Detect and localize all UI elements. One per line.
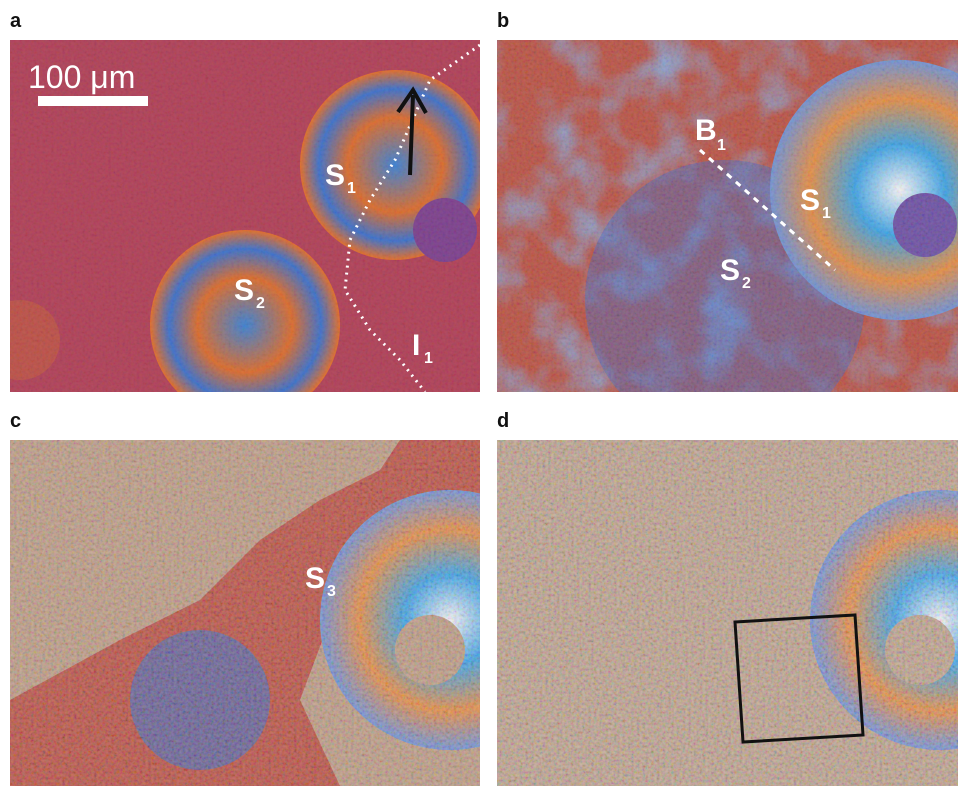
label-main: S xyxy=(305,562,325,595)
label-sub: 2 xyxy=(256,295,265,312)
label-sub: 1 xyxy=(822,205,831,222)
label-main: B xyxy=(695,114,717,147)
label-main: S xyxy=(234,274,254,307)
panel-letter: a xyxy=(10,10,22,32)
micrograph-a xyxy=(0,40,530,420)
panel-letter: c xyxy=(10,410,21,432)
figure: a b c d 100 μm S1 S2 I1 B1 S1 S2 S3 xyxy=(0,0,958,786)
micrograph-d xyxy=(497,440,958,786)
label-sub: 3 xyxy=(327,583,336,600)
label-main: I xyxy=(412,329,420,362)
label-sub: 1 xyxy=(717,137,726,154)
label-sub: 1 xyxy=(424,350,433,367)
label-main: S xyxy=(325,159,345,192)
panel-letter: d xyxy=(497,410,509,432)
scale-bar-label: 100 μm xyxy=(28,59,135,95)
label-sub: 1 xyxy=(347,180,356,197)
label-main: S xyxy=(720,254,740,287)
panel-letter: b xyxy=(497,10,509,32)
label-sub: 2 xyxy=(742,275,751,292)
micrograph-c xyxy=(10,440,580,786)
micrograph-b xyxy=(497,40,958,440)
label-main: S xyxy=(800,184,820,217)
